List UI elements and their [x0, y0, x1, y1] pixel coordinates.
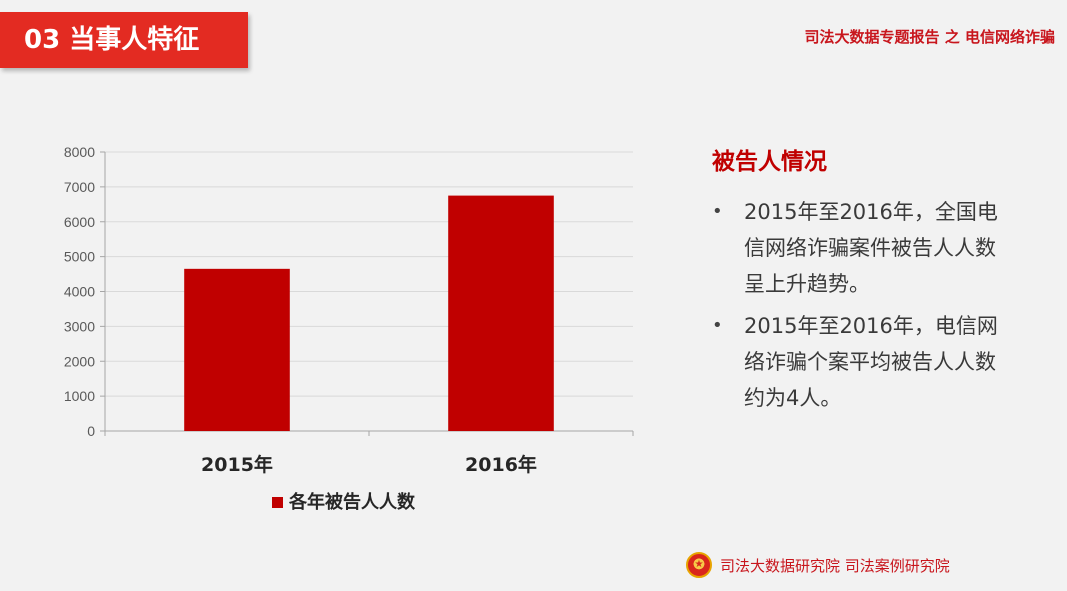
- report-title: 司法大数据专题报告 之 电信网络诈骗: [804, 28, 1055, 46]
- footer-org-text: 司法大数据研究院 司法案例研究院: [720, 556, 950, 575]
- bar: [184, 268, 290, 431]
- bar-chart: 0 1000 2000 3000 4000 5000 6000 7000 8000 2015年 20…: [0, 120, 660, 530]
- y-tick-label: 7000: [64, 179, 95, 195]
- y-tick-label: 0: [87, 423, 95, 439]
- bullet-dot-icon: •: [712, 315, 723, 336]
- x-tick-label: 2015年: [201, 453, 273, 476]
- y-tick-label: 4000: [64, 284, 95, 300]
- bullet-text: 2015年至2016年，电信网络诈骗个案平均被告人人数约为4人。: [744, 314, 998, 410]
- legend-label: 各年被告人人数: [288, 491, 416, 513]
- y-tick-label: 1000: [64, 388, 95, 404]
- bullet-dot-icon: •: [712, 201, 723, 222]
- bullet-item: • 2015年至2016年，全国电信网络诈骗案件被告人人数呈上升趋势。: [712, 194, 1012, 302]
- court-emblem-icon: ★: [686, 552, 712, 578]
- y-tick-label: 3000: [64, 318, 95, 334]
- bar-chart-svg: 0 1000 2000 3000 4000 5000 6000 7000 8000 2015年 20…: [64, 144, 634, 513]
- y-tick-label: 5000: [64, 249, 95, 265]
- legend-swatch: [272, 497, 283, 508]
- bullet-item: • 2015年至2016年，电信网络诈骗个案平均被告人人数约为4人。: [712, 308, 1012, 416]
- panel-heading: 被告人情况: [712, 149, 827, 175]
- bar: [448, 195, 554, 431]
- defendant-panel: 被告人情况 • 2015年至2016年，全国电信网络诈骗案件被告人人数呈上升趋势…: [712, 142, 1012, 422]
- y-tick-label: 6000: [64, 214, 95, 230]
- x-tick-label: 2016年: [465, 453, 537, 476]
- footer: ★ 司法大数据研究院 司法案例研究院: [686, 550, 950, 580]
- bullet-text: 2015年至2016年，全国电信网络诈骗案件被告人人数呈上升趋势。: [744, 200, 998, 296]
- y-tick-label: 8000: [64, 144, 95, 160]
- y-tick-label: 2000: [64, 353, 95, 369]
- section-tag: 03 当事人特征: [0, 12, 248, 68]
- bullet-list: • 2015年至2016年，全国电信网络诈骗案件被告人人数呈上升趋势。 • 20…: [712, 194, 1012, 416]
